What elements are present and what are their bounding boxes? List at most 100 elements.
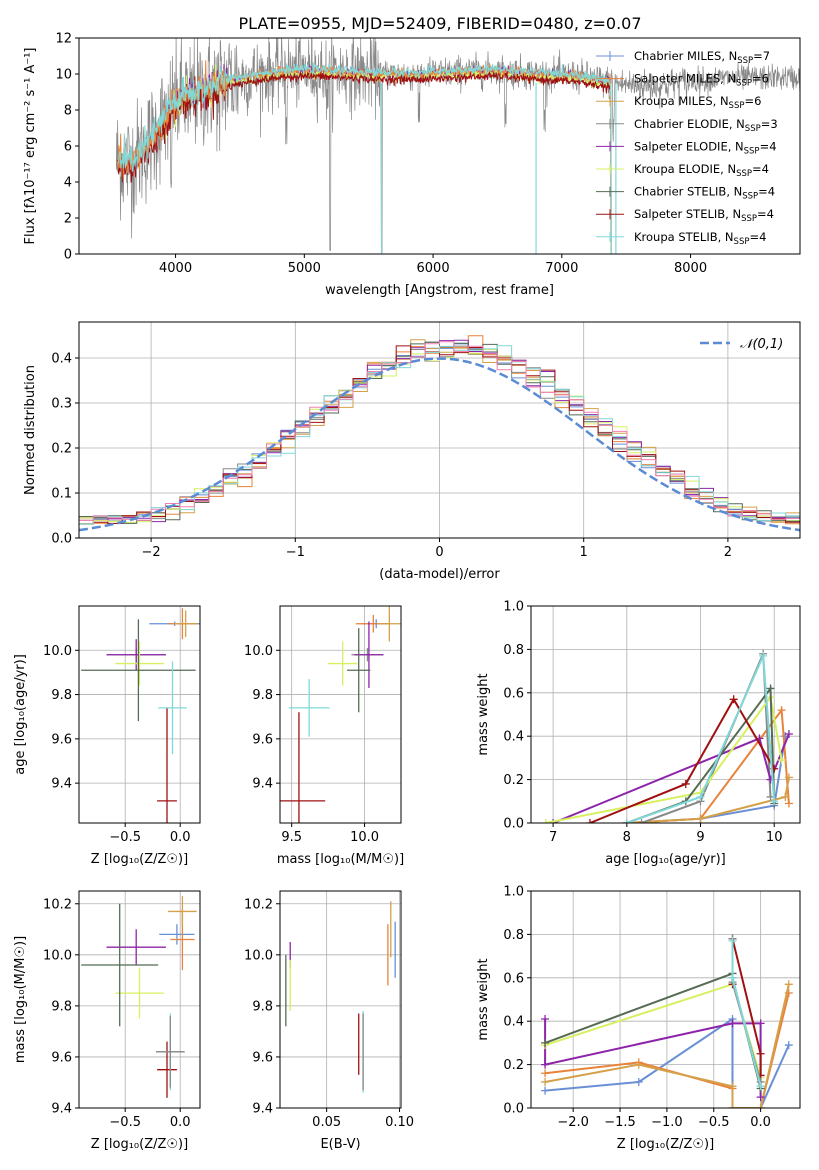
- series-salpeter-stelib: [728, 934, 765, 1080]
- x-tick-label: 0.05: [312, 1115, 341, 1130]
- series-point-marker: [549, 819, 558, 823]
- series-line: [552, 733, 790, 823]
- x-tick-label: −0.5: [109, 830, 141, 845]
- legend-label-chabrier-stelib: Chabrier STELIB, NSSP=4: [634, 185, 775, 202]
- axes-frame: [530, 605, 801, 824]
- point-salpeter-stelib: [280, 712, 326, 823]
- point-kroupa-stelib: [288, 679, 330, 737]
- legend-label-kroupa-elodie: Kroupa ELODIE, NSSP=4: [634, 162, 769, 179]
- x-axis-label: wavelength [Angstrom, rest frame]: [325, 283, 554, 298]
- legend-label-count: =4: [760, 139, 777, 153]
- y-tick-label: 0.4: [503, 730, 524, 745]
- y-tick-label: 9.6: [51, 732, 72, 747]
- legend-normal-label: 𝒩(0,1): [740, 337, 783, 352]
- x-axis-label: age [log₁₀(age/yr)]: [605, 852, 726, 867]
- series-point-marker: [728, 1082, 737, 1091]
- y-tick-label: 9.8: [51, 688, 72, 703]
- legend-label-salpeter-elodie: Salpeter ELODIE, NSSP=4: [634, 139, 777, 156]
- x-tick-label: 0.0: [170, 830, 191, 845]
- series-point-marker: [784, 799, 793, 808]
- axes-frame: [78, 605, 201, 824]
- mass-vs-ebv-panel: 0.05 0.10 9.4 9.6 9.8 10.0 10.2 E(B-V): [244, 890, 414, 1152]
- series-line: [544, 981, 762, 1078]
- axes-frame: [530, 890, 801, 1109]
- series-point-marker: [756, 1093, 765, 1102]
- x-axis-label: mass [log₁₀(M/M☉)]: [277, 852, 404, 867]
- panels: 4000 5000 6000 7000 8000024681012wavelength …: [13, 32, 801, 1152]
- series-point-marker: [681, 779, 690, 788]
- x-tick-label: 8000: [674, 261, 707, 276]
- legend-label-subscript: SSP: [744, 146, 760, 156]
- y-tick-label: 1.0: [503, 600, 524, 615]
- weights-vs-age-panel: 7 8 9 10 0.0 0.2 0.4 0.6 0.8 1.0 age [log₁₀(age/yr…: [476, 600, 801, 867]
- series-point-marker: [541, 819, 550, 823]
- series-point-marker: [756, 1104, 765, 1108]
- y-tick-label: 10.0: [244, 644, 273, 659]
- point-kroupa-miles: [168, 896, 197, 927]
- series-line: [545, 694, 783, 823]
- x-tick-label: −1: [286, 545, 305, 560]
- legend-label-count: =6: [744, 94, 761, 108]
- spectrum-legend: Chabrier MILES, NSSP=7 Salpeter MILES, NS…: [596, 49, 778, 247]
- y-tick-label: 0.4: [503, 1015, 524, 1030]
- legend-label-count: =4: [758, 185, 775, 199]
- series-point-marker: [756, 1082, 765, 1091]
- weight-lines: [541, 649, 793, 823]
- salpeter-miles-model: [117, 60, 800, 254]
- y-tick-label: 10.2: [244, 897, 273, 912]
- series-point-marker: [541, 1038, 550, 1047]
- legend-label-count: =3: [761, 117, 778, 131]
- series-point-marker: [728, 973, 737, 982]
- x-tick-label: 9.5: [281, 830, 302, 845]
- point-kroupa-stelib: [158, 661, 187, 755]
- y-tick-label: 10.0: [43, 948, 72, 963]
- x-axis-label: E(B-V): [320, 1137, 360, 1152]
- histogram-series: [79, 341, 800, 524]
- x-tick-label: 1: [580, 545, 588, 560]
- y-tick-label: 9.4: [252, 777, 273, 792]
- legend-label-subscript: SSP: [741, 214, 757, 224]
- legend-label-subscript: SSP: [736, 169, 752, 179]
- series-point-marker: [784, 730, 793, 739]
- axes-frame: [279, 605, 402, 824]
- y-tick-label: 0.2: [503, 1058, 524, 1073]
- series-point-marker: [770, 797, 779, 806]
- x-axis-label: Z [log₁₀(Z/Z☉)]: [91, 852, 188, 867]
- series-point-marker: [781, 792, 790, 801]
- legend-label-subscript: SSP: [745, 124, 761, 134]
- series-point-marker: [728, 1019, 737, 1028]
- legend-label-salpeter-miles: Salpeter MILES, NSSP=6: [634, 72, 769, 89]
- point-kroupa-miles: [377, 606, 401, 642]
- y-tick-label: 0.6: [503, 686, 524, 701]
- x-axis-label: Z [log₁₀(Z/Z☉)]: [617, 1137, 714, 1152]
- series-point-marker: [541, 1015, 550, 1024]
- y-tick-label: 9.8: [51, 999, 72, 1014]
- legend-label-count: =7: [753, 49, 770, 63]
- legend-label-count: =4: [752, 162, 769, 176]
- series-point-marker: [766, 684, 775, 693]
- age-vs-mass-panel: 9.5 10.0 9.4 9.6 9.8 10.0 mass [log₁₀(M/M☉)]: [244, 605, 404, 867]
- y-tick-label: 9.4: [51, 1102, 72, 1117]
- series-line: [545, 1017, 790, 1108]
- legend-label-subscript: SSP: [742, 192, 758, 202]
- y-tick-label: 0.6: [503, 971, 524, 986]
- x-tick-label: 0: [435, 545, 443, 560]
- series-point-marker: [784, 980, 793, 989]
- point-chabrier-stelib: [81, 903, 159, 1027]
- x-tick-label: 4000: [159, 261, 192, 276]
- age-vs-Z-panel: −0.5 0.0 9.4 9.6 9.8 10.0 Z [log₁₀(Z/Z☉)] age […: [13, 605, 201, 867]
- y-tick-label: 0.3: [51, 397, 72, 412]
- series-point-marker: [634, 1060, 643, 1069]
- series-line: [544, 972, 762, 1089]
- axes-frame: [279, 890, 402, 1109]
- legend-label-count: =6: [752, 72, 769, 86]
- x-tick-label: −1.5: [604, 1115, 636, 1130]
- error-bars: [285, 901, 396, 1093]
- y-tick-label: 10.0: [43, 644, 72, 659]
- series-line: [589, 697, 776, 823]
- series-salpeter-stelib: [585, 695, 779, 823]
- point-kroupa-elodie: [328, 641, 358, 686]
- figure-title: PLATE=0955, MJD=52409, FIBERID=0480, z=0…: [238, 14, 641, 33]
- series-kroupa-stelib: [622, 651, 779, 823]
